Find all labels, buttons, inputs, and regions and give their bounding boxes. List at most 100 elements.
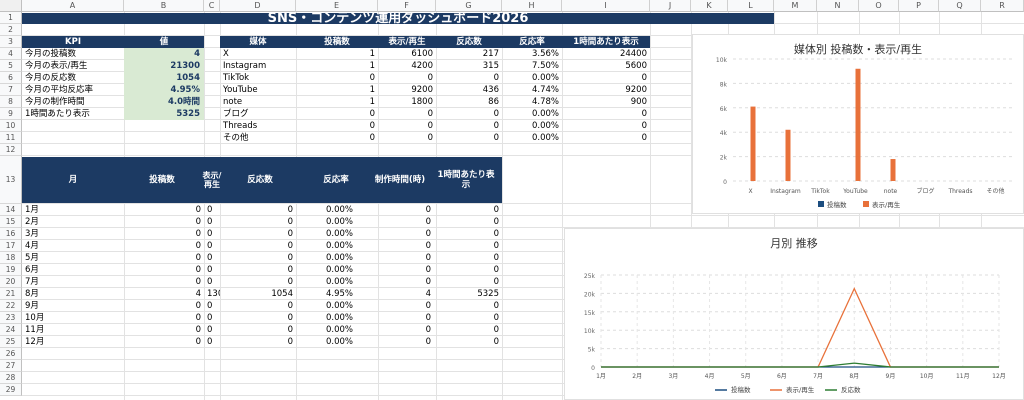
column-header[interactable]: R [981,0,1024,12]
monthly-value[interactable]: 0 [195,325,201,335]
media-value[interactable]: 4.78% [531,97,559,107]
monthly-value[interactable]: 0 [207,229,213,239]
row-header[interactable]: 9 [0,108,22,120]
monthly-value[interactable]: 4 [425,289,431,299]
media-value[interactable]: 0.00% [531,73,559,83]
monthly-header[interactable]: 月 [68,175,78,185]
media-value[interactable]: 7.50% [531,61,559,71]
monthly-value[interactable]: 0 [493,205,499,215]
media-value[interactable]: 4.74% [531,85,559,95]
media-value[interactable]: 1800 [411,97,433,107]
row-header[interactable]: 4 [0,48,22,60]
kpi-value[interactable]: 4.95% [124,84,204,96]
row-header[interactable]: 7 [0,84,22,96]
row-header[interactable]: 8 [0,96,22,108]
media-name[interactable]: Threads [223,121,258,131]
column-header[interactable]: D [220,0,296,12]
media-value[interactable]: 1 [369,97,375,107]
column-header[interactable]: N [817,0,859,12]
monthly-value[interactable]: 0.00% [325,253,353,263]
monthly-value[interactable]: 0.00% [325,325,353,335]
column-header[interactable]: P [899,0,939,12]
monthly-value[interactable]: 0 [493,265,499,275]
month-name[interactable]: 1月 [25,205,39,215]
media-name[interactable]: ブログ [223,109,249,119]
kpi-label[interactable]: 今月の平均反応率 [25,85,94,95]
media-name[interactable]: YouTube [223,85,258,95]
media-value[interactable]: 0 [641,109,647,119]
monthly-value[interactable]: 0 [195,205,201,215]
monthly-value[interactable]: 4 [195,289,201,299]
media-header[interactable]: 表示/再生 [378,36,436,48]
media-value[interactable]: 1 [369,85,375,95]
monthly-value[interactable]: 0 [287,277,293,287]
media-value[interactable]: 0 [641,133,647,143]
row-header[interactable]: 6 [0,72,22,84]
column-header[interactable]: I [562,0,650,12]
column-header[interactable]: M [774,0,817,12]
monthly-value[interactable]: 0 [287,241,293,251]
monthly-value[interactable]: 0 [207,277,213,287]
monthly-value[interactable]: 0 [195,313,201,323]
row-header[interactable]: 1 [0,12,22,24]
monthly-value[interactable]: 0 [493,241,499,251]
monthly-value[interactable]: 0.00% [325,217,353,227]
row-header[interactable]: 17 [0,240,22,252]
row-header[interactable]: 16 [0,228,22,240]
row-header[interactable]: 24 [0,324,22,336]
row-header[interactable]: 29 [0,384,22,396]
media-name[interactable]: TikTok [223,73,250,83]
monthly-value[interactable]: 0 [287,217,293,227]
monthly-header[interactable]: 制作時間(時) [374,175,426,185]
media-value[interactable]: 0 [369,133,375,143]
month-name[interactable]: 8月 [25,289,39,299]
monthly-value[interactable]: 0 [207,205,213,215]
row-header[interactable]: 28 [0,372,22,384]
monthly-value[interactable]: 0 [425,313,431,323]
monthly-header[interactable]: 表示/再生 [202,171,222,189]
monthly-value[interactable]: 0 [207,313,213,323]
column-header[interactable]: G [436,0,502,12]
monthly-value[interactable]: 0 [207,301,213,311]
media-value[interactable]: 0 [641,73,647,83]
monthly-value[interactable]: 0 [425,337,431,347]
monthly-value[interactable]: 5325 [477,289,499,299]
media-value[interactable]: 0.00% [531,121,559,131]
monthly-value[interactable]: 0 [207,265,213,275]
monthly-value[interactable]: 0 [493,337,499,347]
column-header[interactable]: Q [939,0,981,12]
month-name[interactable]: 3月 [25,229,39,239]
media-value[interactable]: 0 [369,121,375,131]
monthly-value[interactable]: 0 [287,205,293,215]
line-chart[interactable]: 月別 推移 0 5k 10k 15k 20k 25k 1月 2月 3月 4月 5月 6月 7月 8月 9月 10… [564,228,1024,400]
monthly-value[interactable]: 0 [493,217,499,227]
monthly-value[interactable]: 0 [195,229,201,239]
month-name[interactable]: 4月 [25,241,39,251]
select-all-corner[interactable] [0,0,22,12]
column-header[interactable]: F [378,0,436,12]
media-name[interactable]: X [223,49,229,59]
media-value[interactable]: 5600 [625,61,647,71]
column-header[interactable]: O [859,0,899,12]
month-name[interactable]: 2月 [25,217,39,227]
media-name[interactable]: note [223,97,243,107]
row-header[interactable]: 14 [0,204,22,216]
monthly-value[interactable]: 0 [425,241,431,251]
row-header[interactable]: 26 [0,348,22,360]
column-header[interactable]: L [728,0,774,12]
row-header[interactable]: 27 [0,360,22,372]
media-value[interactable]: 86 [488,97,499,107]
monthly-value[interactable]: 0 [425,325,431,335]
monthly-header[interactable]: 反応数 [247,175,273,185]
kpi-label[interactable]: 今月の表示/再生 [25,61,88,71]
monthly-value[interactable]: 0 [493,325,499,335]
media-value[interactable]: 0.00% [531,109,559,119]
row-header[interactable]: 11 [0,132,22,144]
media-name[interactable]: Instagram [223,61,267,71]
monthly-value[interactable]: 0 [195,301,201,311]
monthly-value[interactable]: 0 [425,205,431,215]
media-value[interactable]: 0 [493,73,499,83]
monthly-value[interactable]: 0 [425,229,431,239]
monthly-value[interactable]: 0.00% [325,277,353,287]
